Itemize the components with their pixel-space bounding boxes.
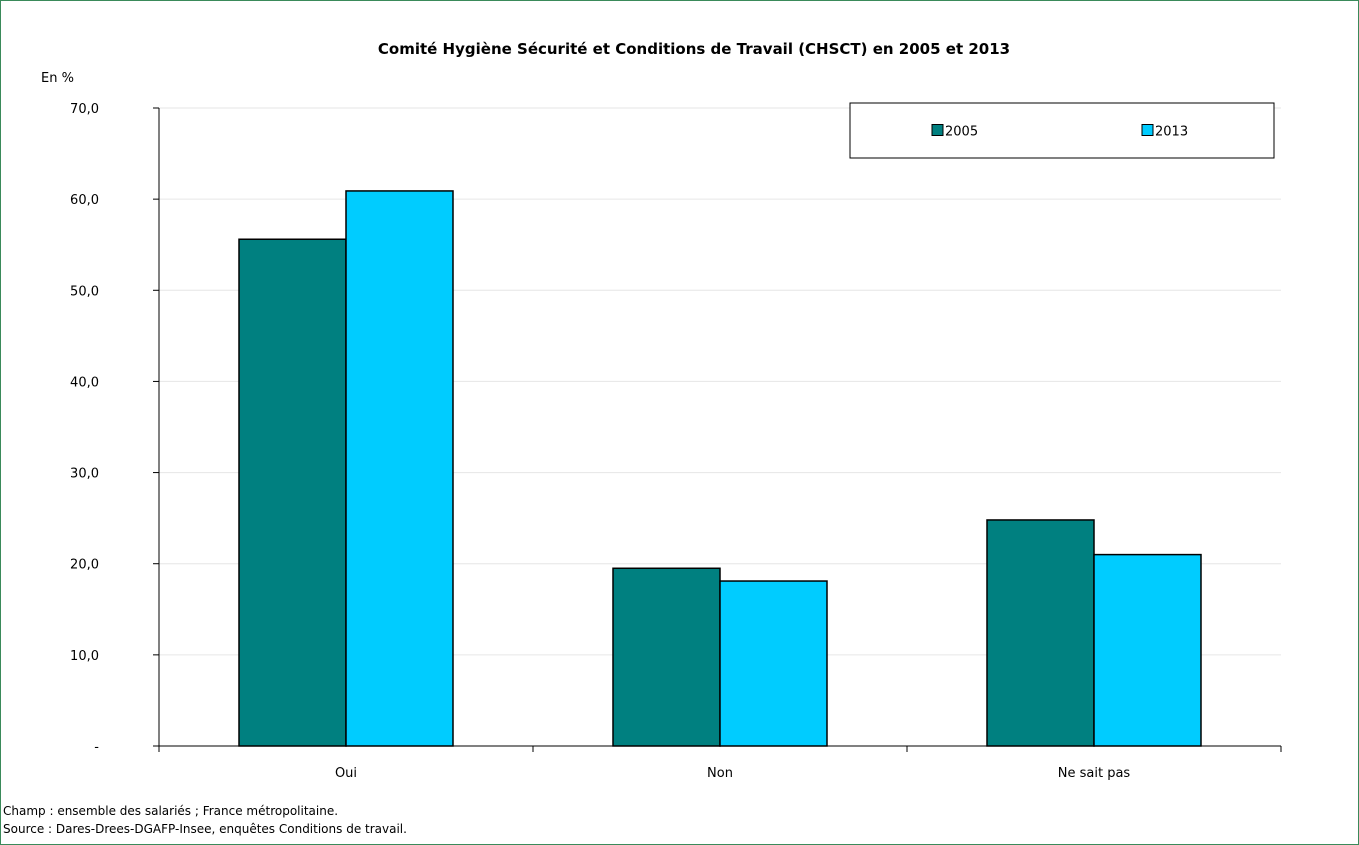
axes: [153, 107, 1282, 752]
x-category-label: Ne sait pas: [1058, 766, 1131, 781]
y-tick-label: 60,0: [70, 193, 99, 208]
y-tick-label: -: [94, 740, 99, 755]
bar-2005-oui: [238, 238, 347, 747]
y-tick-labels: - 10,0 20,0 30,0 40,0 50,0 60,0 70,0: [70, 102, 99, 755]
y-tick-label: 50,0: [70, 284, 99, 299]
legend-label-2005: 2005: [945, 125, 978, 140]
legend-swatch-2013: [1141, 124, 1154, 136]
source-note: Source : Dares-Drees-DGAFP-Insee, enquêt…: [3, 822, 407, 836]
x-category-label: Non: [707, 766, 733, 781]
x-category-label: Oui: [335, 766, 357, 781]
bars: [238, 190, 1202, 747]
chart-title: Comité Hygiène Sécurité et Conditions de…: [378, 40, 1010, 58]
bar-2013-ne-sait-pas: [1093, 553, 1202, 747]
bar-2005-ne-sait-pas: [986, 519, 1095, 747]
bar-2005-non: [612, 567, 721, 747]
bar-2013-oui: [345, 190, 454, 747]
x-category-labels: Oui Non Ne sait pas: [335, 766, 1130, 781]
legend-label-2013: 2013: [1155, 125, 1188, 140]
y-axis-unit-label: En %: [41, 71, 74, 86]
y-tick-label: 10,0: [70, 649, 99, 664]
y-tick-label: 70,0: [70, 102, 99, 117]
y-tick-label: 20,0: [70, 558, 99, 573]
champ-note: Champ : ensemble des salariés ; France m…: [3, 804, 339, 818]
y-tick-label: 40,0: [70, 375, 99, 390]
y-tick-label: 30,0: [70, 467, 99, 482]
legend-box: [849, 102, 1275, 159]
legend: 2005 2013: [849, 102, 1275, 159]
legend-swatch-2005: [931, 124, 944, 136]
bar-2013-non: [719, 580, 828, 747]
